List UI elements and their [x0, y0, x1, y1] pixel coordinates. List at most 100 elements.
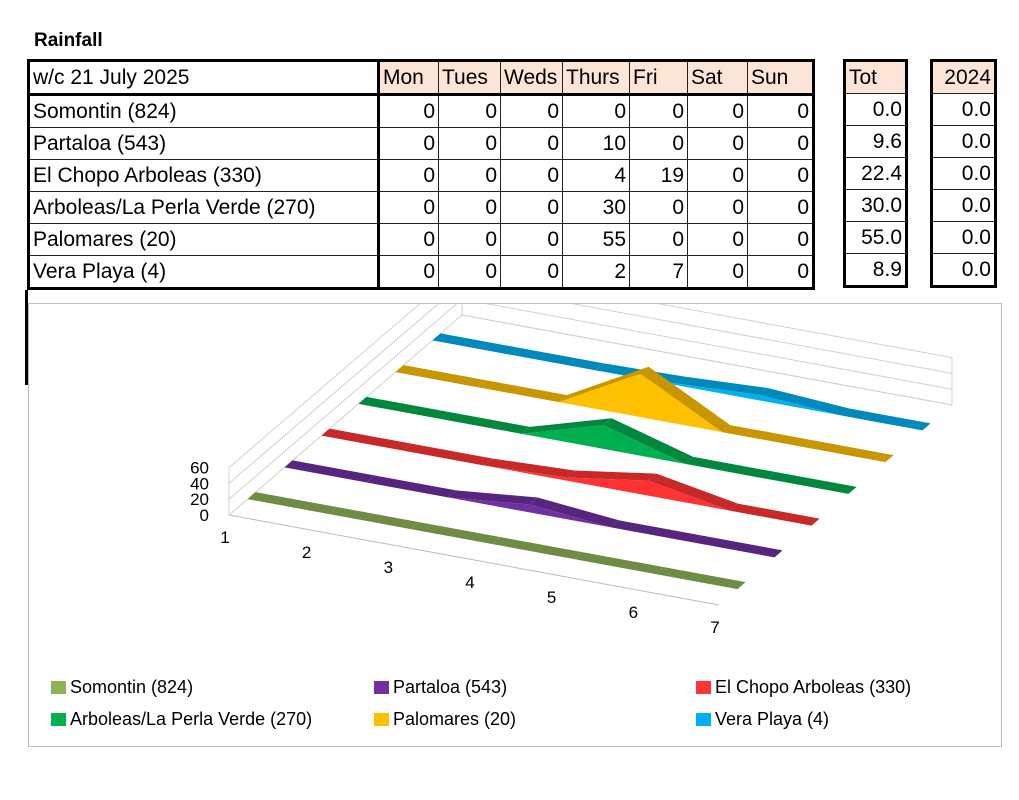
- series-top-3: [729, 503, 820, 526]
- rain-value: 0: [378, 191, 439, 224]
- rain-value: 0: [747, 255, 814, 290]
- series-top-2: [529, 497, 620, 528]
- rain-value: 0: [500, 127, 563, 160]
- series-top-6: [432, 333, 523, 356]
- day-header: Sun: [747, 60, 814, 96]
- total-value: 22.4: [844, 157, 907, 190]
- gridline: [228, 304, 953, 500]
- rain-value: 0: [747, 94, 814, 128]
- rain-value: 0: [747, 127, 814, 160]
- rain-value: 0: [629, 127, 688, 160]
- legend-item: Vera Playa (4): [696, 709, 829, 730]
- prev-year-value: 0.0: [931, 189, 996, 222]
- rain-value: 0: [438, 255, 501, 290]
- legend-swatch: [696, 681, 711, 694]
- rain-value: 0: [629, 191, 688, 224]
- chart-area: 0 20 40 60 1 2 3 4 5 6 7 Somontin (824) Partaloa (5…: [28, 303, 1002, 747]
- legend-label: Somontin (824): [70, 677, 194, 697]
- series-top-3: [648, 473, 738, 511]
- legend-swatch: [374, 713, 389, 726]
- series-top-2: [284, 460, 375, 483]
- x-tick-label: 1: [220, 528, 229, 547]
- y-tick-label: 0: [200, 506, 209, 525]
- rain-value: 19: [629, 159, 688, 192]
- rain-value: 0: [438, 159, 501, 192]
- x-tick-label: 4: [465, 573, 474, 592]
- series-top-3: [321, 428, 412, 451]
- series-area-4: [358, 403, 849, 494]
- prev-year-column: 2024 0.0 0.0 0.0 0.0 0.0 0.0: [930, 59, 997, 288]
- total-value: 8.9: [844, 253, 907, 287]
- legend-swatch: [51, 681, 66, 694]
- series-top-4: [766, 471, 857, 494]
- total-value: 9.6: [844, 125, 907, 158]
- table-row: Somontin (824) 0 0 0 0 0 0 0: [28, 94, 814, 128]
- station-name: Vera Playa (4): [28, 255, 380, 290]
- series-top-2: [366, 475, 456, 498]
- rain-value: 0: [500, 223, 563, 256]
- series-top-5: [640, 366, 731, 433]
- rain-value: 7: [629, 255, 688, 290]
- series-top-6: [840, 408, 931, 431]
- rain-value: 55: [562, 223, 630, 256]
- rain-value: 0: [438, 127, 501, 160]
- prev-year-header: 2024: [931, 60, 996, 94]
- rain-value: 0: [747, 159, 814, 192]
- x-tick-label: 5: [547, 588, 556, 607]
- rain-value: 0: [438, 191, 501, 224]
- legend-label: Palomares (20): [393, 709, 517, 729]
- total-header: Tot: [844, 60, 907, 94]
- rain-value: 0: [378, 127, 439, 160]
- series-top-6: [677, 376, 768, 395]
- prev-year-value: 0.0: [931, 157, 996, 190]
- legend-label: Partaloa (543): [393, 677, 508, 697]
- rain-value: 0: [687, 191, 748, 224]
- x-axis-line: [228, 514, 720, 606]
- legend-item: El Chopo Arboleas (330): [696, 677, 911, 698]
- total-column: Tot 0.0 9.6 22.4 30.0 55.0 8.9: [843, 59, 908, 288]
- series-top-4: [521, 418, 612, 434]
- rain-value: 0: [747, 191, 814, 224]
- table-row: Arboleas/La Perla Verde (270) 0 0 0 30 0 0 0: [28, 191, 814, 224]
- legend-label: El Chopo Arboleas (330): [715, 677, 912, 697]
- day-header: Mon: [378, 60, 439, 96]
- day-header: Fri: [629, 60, 688, 96]
- rain-value: 0: [629, 223, 688, 256]
- total-value: 30.0: [844, 189, 907, 222]
- floor-edge: [461, 314, 953, 406]
- series-top-1: [574, 552, 664, 575]
- station-name: Arboleas/La Perla Verde (270): [28, 191, 380, 224]
- series-top-5: [477, 380, 567, 403]
- day-header: Thurs: [562, 60, 630, 96]
- rain-value: 0: [687, 159, 748, 192]
- rain-value: 0: [438, 94, 501, 128]
- series-top-6: [514, 348, 604, 371]
- total-value: 0.0: [844, 93, 907, 126]
- rain-value: 0: [687, 127, 748, 160]
- day-header: Sat: [687, 60, 748, 96]
- rain-value: 0: [629, 94, 688, 128]
- series-top-1: [329, 507, 419, 530]
- series-top-5: [558, 366, 649, 403]
- week-label: w/c 21 July 2025: [28, 60, 380, 96]
- legend-item: Arboleas/La Perla Verde (270): [51, 709, 312, 730]
- rain-value: 0: [747, 223, 814, 256]
- series-top-5: [395, 365, 486, 388]
- rain-value: 0: [500, 159, 563, 192]
- station-name: Somontin (824): [28, 94, 380, 128]
- legend-item: Palomares (20): [374, 709, 516, 730]
- table-row: Palomares (20) 0 0 0 55 0 0 0: [28, 223, 814, 256]
- y-tick-label: 40: [190, 474, 209, 493]
- x-tick-label: 7: [710, 618, 719, 637]
- series-top-4: [358, 396, 449, 419]
- series-area-6: [432, 340, 923, 431]
- table-row: El Chopo Arboleas (330) 0 0 0 4 19 0 0: [28, 159, 814, 192]
- gridline: [228, 304, 953, 468]
- prev-year-value: 0.0: [931, 221, 996, 254]
- series-top-4: [685, 456, 775, 479]
- series-top-1: [410, 522, 501, 545]
- rain-value: 0: [562, 94, 630, 128]
- series-top-1: [247, 492, 338, 515]
- station-name: Palomares (20): [28, 223, 380, 256]
